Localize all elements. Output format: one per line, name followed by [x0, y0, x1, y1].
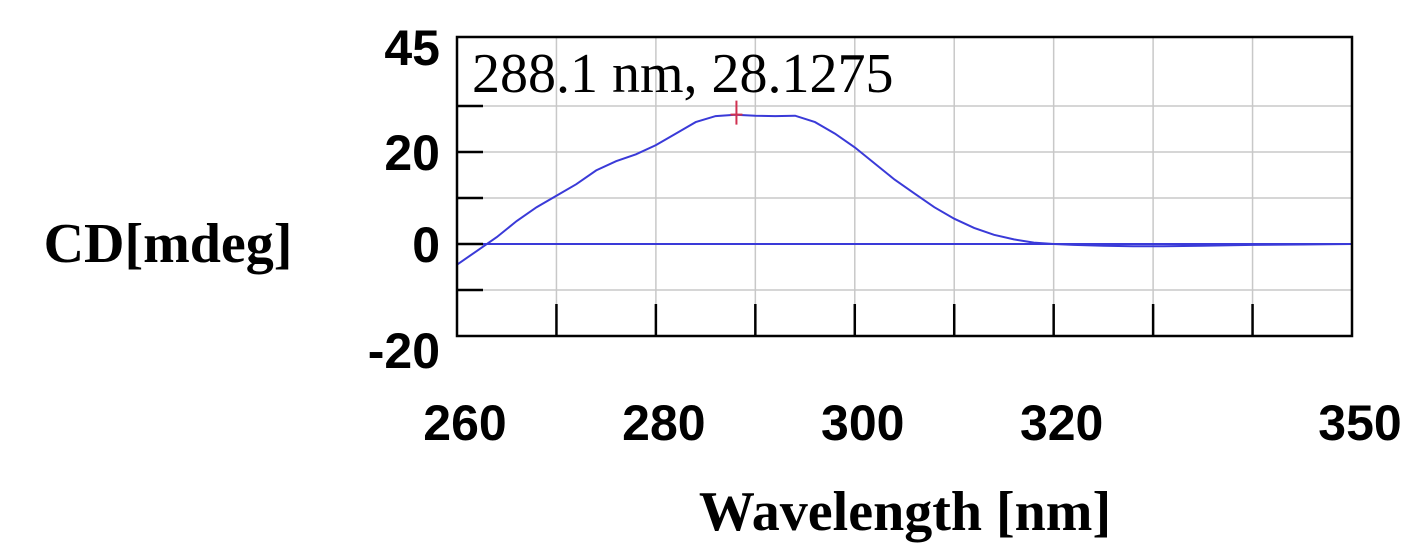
- x-tick-label: 320: [1020, 395, 1103, 451]
- x-tick-label: 260: [423, 395, 506, 451]
- peak-annotation: 288.1 nm, 28.1275: [472, 43, 894, 105]
- axis-ticks: [457, 104, 1254, 336]
- x-tick-label: 280: [622, 395, 705, 451]
- x-axis-title: Wavelength [nm]: [699, 481, 1111, 543]
- y-tick-label: 45: [384, 20, 440, 76]
- y-axis-title: CD[mdeg]: [44, 213, 293, 275]
- x-tick-label: 350: [1318, 395, 1401, 451]
- annotation-marker: [730, 100, 743, 125]
- y-tick-labels: 45 20 0 -20: [368, 20, 440, 379]
- plot-frame: [455, 35, 1354, 338]
- series-group: [456, 113, 1353, 266]
- cd-spectrum-line: [456, 113, 1353, 266]
- x-tick-label: 300: [821, 395, 904, 451]
- y-tick-label: 20: [384, 125, 440, 181]
- y-tick-label: 0: [412, 217, 440, 273]
- y-tick-label: -20: [368, 323, 440, 379]
- x-tick-labels: 260 280 300 320 350: [423, 395, 1401, 451]
